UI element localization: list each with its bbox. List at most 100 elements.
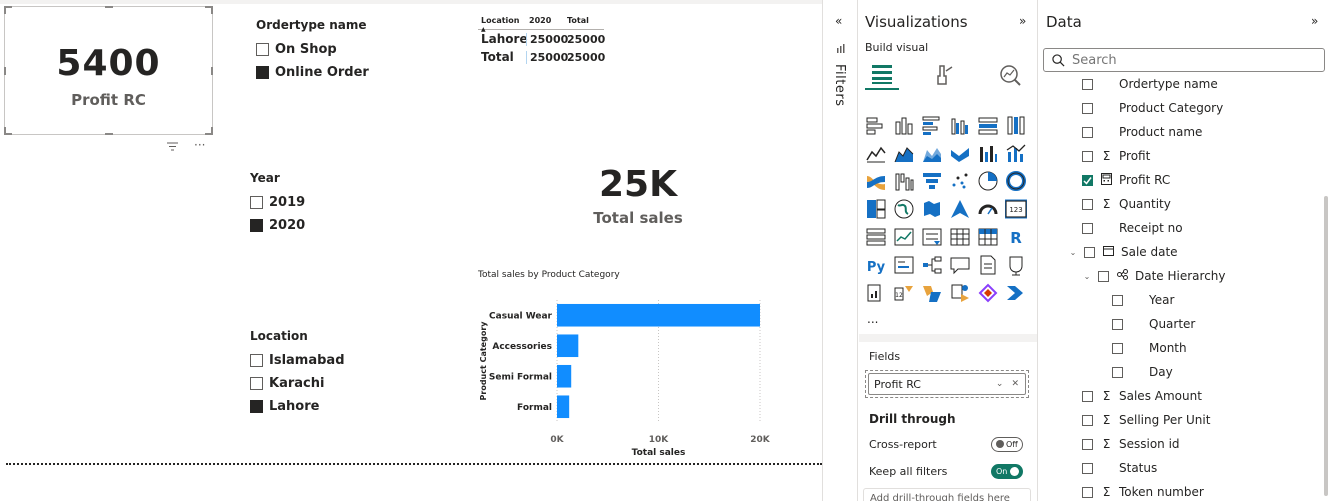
- field-row[interactable]: Day: [1112, 360, 1173, 384]
- field-row[interactable]: Month: [1112, 336, 1187, 360]
- scrollbar[interactable]: [1324, 196, 1328, 496]
- checkbox[interactable]: [1082, 438, 1093, 450]
- checkbox-checked[interactable]: [250, 400, 263, 413]
- checkbox[interactable]: [256, 43, 269, 56]
- table-icon[interactable]: [949, 226, 971, 248]
- area-icon[interactable]: [893, 142, 915, 164]
- field-row[interactable]: Σ Sales Amount: [1082, 384, 1202, 408]
- stacked-bar-icon[interactable]: [865, 114, 887, 136]
- checkbox[interactable]: [1082, 486, 1093, 498]
- checkbox[interactable]: [250, 354, 263, 367]
- field-pill[interactable]: Profit RC ⌄ ✕: [868, 373, 1026, 395]
- resize-handle[interactable]: [4, 67, 6, 75]
- checkbox-checked[interactable]: [1082, 174, 1093, 186]
- search-input[interactable]: [1072, 52, 1302, 68]
- filled-map-icon[interactable]: [921, 198, 943, 220]
- gauge-icon[interactable]: [977, 198, 999, 220]
- checkbox[interactable]: [250, 377, 263, 390]
- expand-right-icon[interactable]: »: [1019, 14, 1027, 28]
- resize-handle[interactable]: [105, 6, 113, 8]
- field-row[interactable]: Ordertype name: [1082, 72, 1218, 96]
- ribbon-icon[interactable]: [949, 142, 971, 164]
- resize-handle[interactable]: [205, 133, 213, 135]
- chevron-down-icon[interactable]: ⌄: [995, 379, 1004, 389]
- resize-handle[interactable]: [105, 133, 113, 135]
- checkbox[interactable]: [1082, 126, 1093, 138]
- checkbox[interactable]: [1098, 270, 1109, 282]
- checkbox[interactable]: [1112, 366, 1123, 378]
- matrix-icon[interactable]: [977, 226, 999, 248]
- remove-field-icon[interactable]: ✕: [1011, 379, 1019, 389]
- multi-row-card-icon[interactable]: [865, 226, 887, 248]
- checkbox[interactable]: [1112, 342, 1123, 354]
- checkbox[interactable]: [1082, 198, 1093, 210]
- scatter-icon[interactable]: [949, 170, 971, 192]
- field-row[interactable]: Σ Session id: [1082, 432, 1180, 456]
- chevron-down-icon[interactable]: ⌄: [1083, 271, 1091, 281]
- clustered-bar-icon[interactable]: [921, 114, 943, 136]
- bar[interactable]: [557, 364, 572, 388]
- smart-narrative-icon[interactable]: [977, 254, 999, 276]
- kpi-icon[interactable]: [893, 226, 915, 248]
- column-header[interactable]: Location: [481, 16, 520, 25]
- power-apps-icon[interactable]: [865, 282, 887, 304]
- field-row[interactable]: Profit RC: [1082, 168, 1170, 192]
- field-row[interactable]: Status: [1082, 456, 1157, 480]
- analytics-tab[interactable]: [993, 60, 1027, 90]
- field-row[interactable]: Σ Quantity: [1082, 192, 1171, 216]
- checkbox-checked[interactable]: [250, 219, 263, 232]
- slicer-item-lahore[interactable]: Lahore: [250, 395, 345, 418]
- fields-well[interactable]: Profit RC ⌄ ✕: [865, 370, 1029, 398]
- resize-handle[interactable]: [205, 6, 213, 8]
- waterfall-icon[interactable]: [977, 142, 999, 164]
- field-row[interactable]: Σ Profit: [1082, 144, 1150, 168]
- bar[interactable]: [557, 395, 570, 419]
- chevron-down-icon[interactable]: ⌄: [1069, 247, 1077, 257]
- field-row[interactable]: Σ Token number: [1082, 480, 1204, 501]
- bar[interactable]: [557, 303, 760, 327]
- 100-bar-icon[interactable]: [977, 114, 999, 136]
- stacked-area-icon[interactable]: [921, 142, 943, 164]
- more-options-icon[interactable]: ···: [194, 138, 206, 152]
- bar-chart[interactable]: Total sales by Product Category 0K 10K 20K…: [474, 270, 784, 462]
- field-row[interactable]: ⌄ Sale date: [1068, 240, 1178, 264]
- field-row[interactable]: ⌄ Date Hierarchy: [1082, 264, 1226, 288]
- card-icon[interactable]: 123: [1004, 198, 1028, 220]
- column-header[interactable]: 2020: [529, 16, 552, 25]
- sort-ascending-icon[interactable]: ▲: [481, 26, 486, 33]
- keep-filters-toggle[interactable]: On: [991, 463, 1023, 479]
- ribbon-chart-icon[interactable]: [865, 170, 887, 192]
- cross-report-toggle[interactable]: Off: [991, 436, 1023, 452]
- qa-icon[interactable]: [949, 254, 971, 276]
- slicer-item-2019[interactable]: 2019: [250, 191, 305, 214]
- resize-handle[interactable]: [211, 67, 213, 75]
- resize-handle[interactable]: [4, 6, 12, 8]
- checkbox[interactable]: [1112, 318, 1123, 330]
- field-row[interactable]: Product name: [1082, 120, 1202, 144]
- 100-column-icon[interactable]: [1005, 114, 1027, 136]
- checkbox[interactable]: [1112, 294, 1123, 306]
- more-visuals-2-icon[interactable]: [949, 282, 971, 304]
- bar[interactable]: [557, 334, 579, 358]
- field-row[interactable]: Σ Selling Per Unit: [1082, 408, 1210, 432]
- azure-map-icon[interactable]: [949, 198, 971, 220]
- paginated-icon[interactable]: [1005, 254, 1027, 276]
- format-visual-tab[interactable]: [927, 60, 961, 90]
- resize-handle[interactable]: [211, 127, 213, 135]
- metrics-icon[interactable]: 12: [893, 282, 915, 304]
- clustered-column-icon[interactable]: [949, 114, 971, 136]
- slicer-item-2020[interactable]: 2020: [250, 214, 305, 237]
- line-column-icon[interactable]: [1005, 142, 1027, 164]
- filter-icon[interactable]: [166, 141, 179, 155]
- slicer-icon[interactable]: [921, 226, 943, 248]
- field-row[interactable]: Year: [1112, 288, 1174, 312]
- funnel-icon[interactable]: [921, 170, 943, 192]
- key-influencers-icon[interactable]: [893, 254, 915, 276]
- checkbox[interactable]: [250, 196, 263, 209]
- r-visual-icon[interactable]: R: [1005, 226, 1027, 248]
- checkbox[interactable]: [1082, 414, 1093, 426]
- field-row[interactable]: Quarter: [1112, 312, 1195, 336]
- decomposition-tree-icon[interactable]: [921, 254, 943, 276]
- treemap-icon[interactable]: [865, 198, 887, 220]
- map-icon[interactable]: [893, 198, 915, 220]
